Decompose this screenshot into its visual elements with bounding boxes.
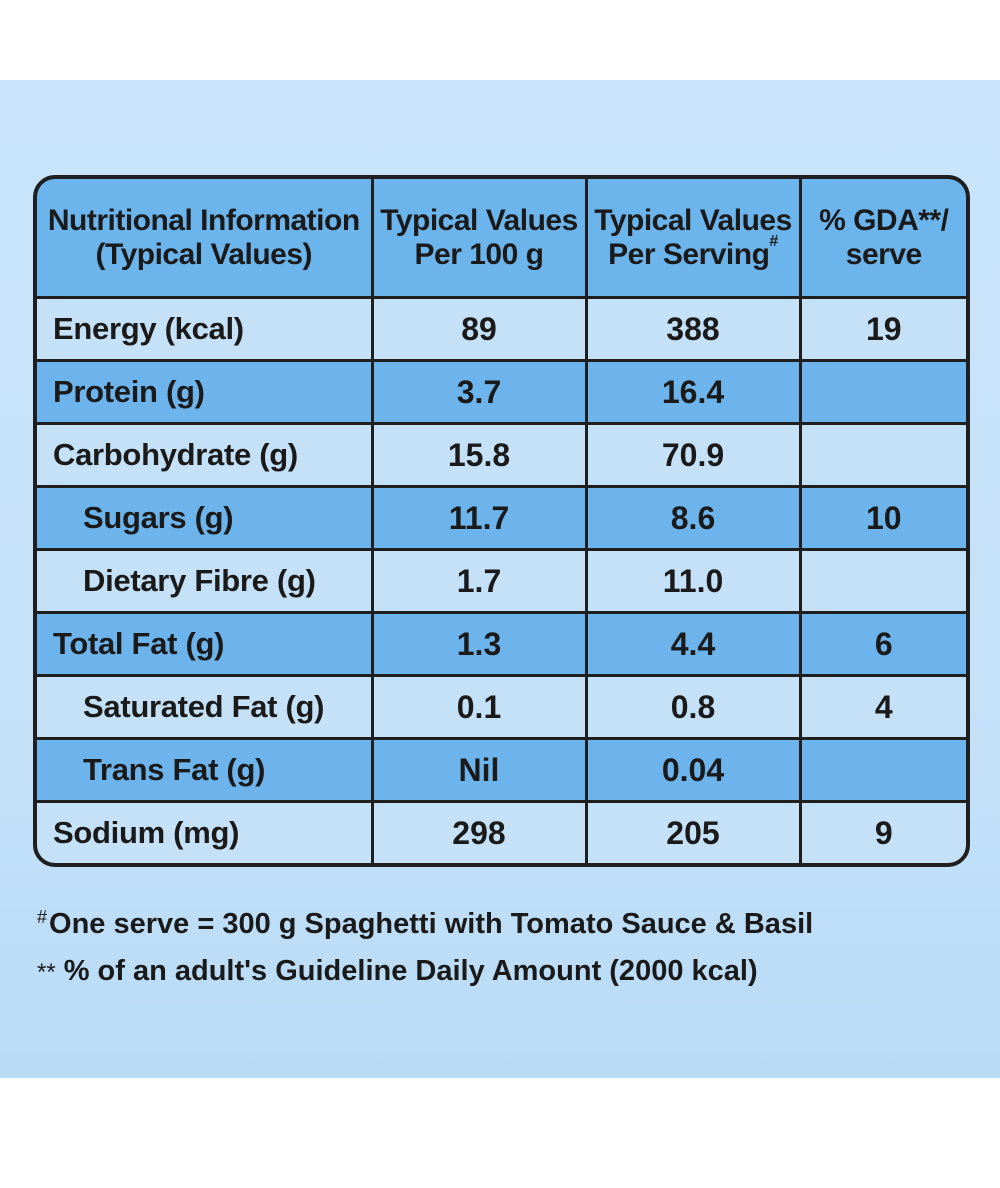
value-per-100g: 0.1 <box>370 674 588 740</box>
value-gda <box>798 422 966 488</box>
value-gda <box>798 359 966 425</box>
table-header-row: Nutritional Information (Typical Values)… <box>37 179 966 299</box>
value-per-serving: 16.4 <box>584 359 802 425</box>
nutrition-table: Nutritional Information (Typical Values)… <box>33 175 970 867</box>
value-gda: 4 <box>798 674 966 740</box>
value-gda: 10 <box>798 485 966 551</box>
value-per-100g: 11.7 <box>370 485 588 551</box>
value-per-serving: 4.4 <box>584 611 802 677</box>
header-nutritional-information: Nutritional Information (Typical Values) <box>37 179 374 299</box>
nutrient-name: Dietary Fibre (g) <box>37 548 374 614</box>
value-per-100g: 3.7 <box>370 359 588 425</box>
value-per-serving: 70.9 <box>584 422 802 488</box>
nutrient-name: Total Fat (g) <box>37 611 374 677</box>
serving-footnote-mark: # <box>769 232 778 250</box>
header-per-100g: Typical Values Per 100 g <box>370 179 588 299</box>
value-gda <box>798 548 966 614</box>
nutrient-name: Sugars (g) <box>37 485 374 551</box>
nutrient-name: Trans Fat (g) <box>37 737 374 803</box>
nutrient-name: Energy (kcal) <box>37 296 374 362</box>
table-row: Carbohydrate (g) 15.8 70.9 <box>37 422 966 488</box>
value-per-serving: 205 <box>584 800 802 863</box>
table-row: Protein (g) 3.7 16.4 <box>37 359 966 425</box>
value-per-100g: Nil <box>370 737 588 803</box>
label-background: Nutritional Information (Typical Values)… <box>0 80 1000 1078</box>
table-row: Total Fat (g) 1.3 4.4 6 <box>37 611 966 677</box>
value-per-100g: 89 <box>370 296 588 362</box>
value-per-serving: 0.8 <box>584 674 802 740</box>
value-per-serving: 8.6 <box>584 485 802 551</box>
value-gda: 6 <box>798 611 966 677</box>
table-row: Trans Fat (g) Nil 0.04 <box>37 737 966 803</box>
header-per-serving: Typical Values Per Serving# <box>584 179 802 299</box>
table-row: Sodium (mg) 298 205 9 <box>37 800 966 863</box>
value-gda: 9 <box>798 800 966 863</box>
table-row: Energy (kcal) 89 388 19 <box>37 296 966 362</box>
value-gda: 19 <box>798 296 966 362</box>
table-row: Saturated Fat (g) 0.1 0.8 4 <box>37 674 966 740</box>
footnotes: #One serve = 300 g Spaghetti with Tomato… <box>37 902 967 995</box>
value-per-100g: 1.3 <box>370 611 588 677</box>
table-row: Sugars (g) 11.7 8.6 10 <box>37 485 966 551</box>
value-per-100g: 1.7 <box>370 548 588 614</box>
header-gda-per-serve: % GDA**/ serve <box>798 179 966 299</box>
table-row: Dietary Fibre (g) 1.7 11.0 <box>37 548 966 614</box>
serve-footnote: #One serve = 300 g Spaghetti with Tomato… <box>37 907 814 940</box>
value-per-serving: 388 <box>584 296 802 362</box>
value-gda <box>798 737 966 803</box>
nutrient-name: Carbohydrate (g) <box>37 422 374 488</box>
nutrient-name: Saturated Fat (g) <box>37 674 374 740</box>
gda-footnote: **% of an adult's Guideline Daily Amount… <box>37 955 758 987</box>
nutrient-name: Protein (g) <box>37 359 374 425</box>
value-per-serving: 11.0 <box>584 548 802 614</box>
value-per-100g: 298 <box>370 800 588 863</box>
nutrient-name: Sodium (mg) <box>37 800 374 863</box>
value-per-serving: 0.04 <box>584 737 802 803</box>
value-per-100g: 15.8 <box>370 422 588 488</box>
